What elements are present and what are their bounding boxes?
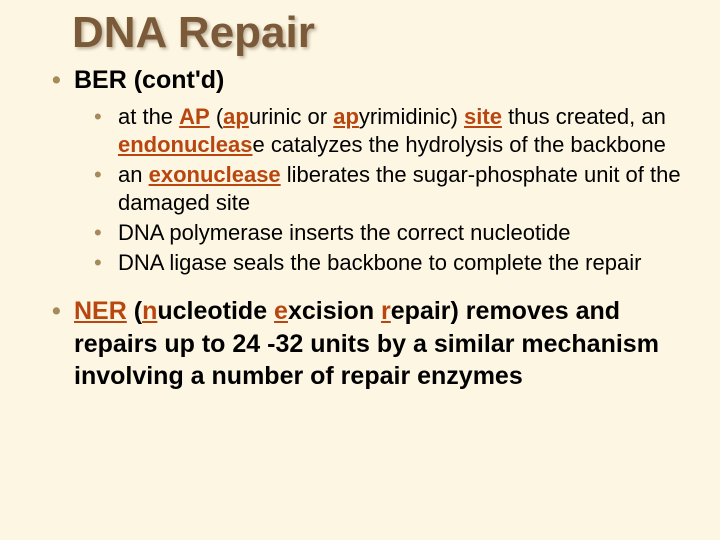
term-ap: AP [179, 104, 210, 129]
ber-item-polymerase: DNA polymerase inserts the correct nucle… [94, 219, 688, 247]
text: at the [118, 104, 179, 129]
term-ap2: ap [223, 104, 249, 129]
text: an [118, 162, 149, 187]
ber-item-ligase: DNA ligase seals the backbone to complet… [94, 249, 688, 277]
main-list: BER (cont'd) at the AP (apurinic or apyr… [32, 64, 688, 277]
term-ner: NER [74, 297, 127, 325]
term-ap3: ap [333, 104, 359, 129]
text: urinic or [249, 104, 333, 129]
slide-title: DNA Repair [72, 8, 688, 58]
spacer [32, 281, 688, 295]
text: xcision [288, 297, 381, 325]
ber-heading: BER (cont'd) [74, 66, 224, 94]
text: thus created, an [502, 104, 666, 129]
ber-section: BER (cont'd) at the AP (apurinic or apyr… [52, 64, 688, 277]
text: yrimidinic) [359, 104, 464, 129]
term-e: e [274, 297, 288, 325]
text: ucleotide [157, 297, 274, 325]
main-list-2: NER (nucleotide excision repair) removes… [32, 295, 688, 393]
ber-item-exonuclease: an exonuclease liberates the sugar-phosp… [94, 161, 688, 217]
ber-item-ap-site: at the AP (apurinic or apyrimidinic) sit… [94, 103, 688, 159]
term-n: n [142, 297, 157, 325]
ber-sublist: at the AP (apurinic or apyrimidinic) sit… [74, 103, 688, 278]
term-r: r [381, 297, 391, 325]
text: e catalyzes the hydrolysis of the backbo… [252, 132, 665, 157]
term-exonuclease: exonuclease [149, 162, 281, 187]
slide-content: DNA Repair BER (cont'd) at the AP (apuri… [0, 0, 720, 417]
term-site: site [464, 104, 502, 129]
ner-section: NER (nucleotide excision repair) removes… [52, 295, 688, 393]
text: ( [210, 104, 223, 129]
text: ( [127, 297, 142, 325]
term-endonuclease: endonucleas [118, 132, 252, 157]
